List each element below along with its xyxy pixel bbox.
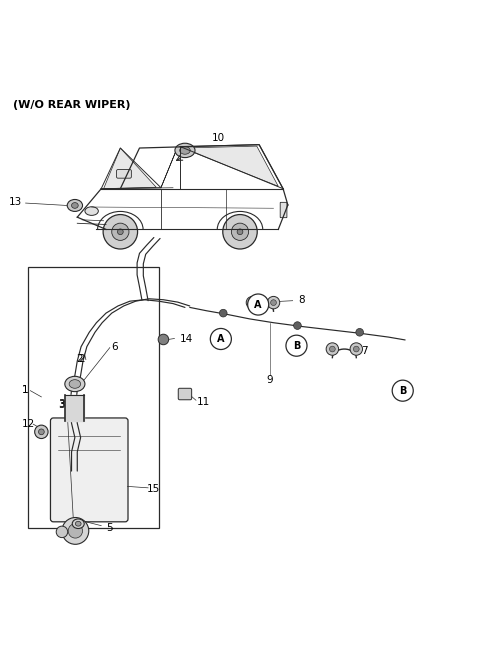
Text: 1: 1 [22, 384, 29, 395]
Circle shape [294, 322, 301, 329]
Text: A: A [254, 299, 262, 310]
Circle shape [353, 346, 359, 352]
Text: B: B [399, 386, 407, 396]
Ellipse shape [69, 380, 81, 388]
Circle shape [38, 429, 44, 435]
FancyBboxPatch shape [280, 202, 287, 217]
Circle shape [35, 425, 48, 439]
Text: 2: 2 [76, 354, 83, 364]
FancyBboxPatch shape [178, 388, 192, 400]
Ellipse shape [180, 147, 190, 154]
Text: 11: 11 [197, 397, 210, 407]
Circle shape [237, 229, 243, 234]
Text: 10: 10 [212, 134, 226, 143]
Text: A: A [217, 334, 225, 344]
Circle shape [250, 300, 255, 305]
Circle shape [68, 524, 83, 538]
Ellipse shape [67, 200, 83, 212]
Circle shape [158, 334, 168, 345]
Circle shape [103, 215, 138, 249]
Ellipse shape [175, 143, 195, 158]
Text: 9: 9 [266, 375, 273, 385]
Bar [28, 267, 158, 527]
Ellipse shape [72, 519, 84, 529]
Text: 1: 1 [22, 384, 29, 395]
Polygon shape [182, 146, 278, 186]
Ellipse shape [75, 521, 81, 526]
Text: 14: 14 [180, 334, 193, 344]
Polygon shape [104, 148, 156, 189]
Ellipse shape [85, 207, 98, 215]
Circle shape [210, 328, 231, 350]
FancyBboxPatch shape [117, 170, 132, 178]
Ellipse shape [65, 377, 85, 392]
Circle shape [326, 343, 338, 355]
Circle shape [246, 297, 259, 309]
Circle shape [329, 346, 335, 352]
Circle shape [267, 297, 280, 309]
Circle shape [112, 223, 129, 240]
Circle shape [350, 343, 362, 355]
Circle shape [56, 526, 68, 538]
Text: 6: 6 [112, 342, 119, 352]
Circle shape [392, 380, 413, 402]
FancyBboxPatch shape [50, 418, 128, 522]
Text: 12: 12 [22, 419, 35, 429]
Circle shape [62, 517, 89, 544]
Text: 5: 5 [107, 523, 113, 533]
Circle shape [231, 223, 249, 240]
Text: 13: 13 [9, 197, 22, 207]
Text: (W/O REAR WIPER): (W/O REAR WIPER) [12, 100, 130, 110]
Text: B: B [293, 341, 300, 350]
Circle shape [248, 294, 269, 315]
Text: 15: 15 [147, 484, 160, 495]
Circle shape [219, 309, 227, 317]
Circle shape [118, 229, 123, 234]
Text: 2: 2 [78, 354, 84, 364]
Text: 3: 3 [59, 400, 65, 410]
Ellipse shape [72, 202, 78, 208]
Text: 3: 3 [59, 399, 65, 409]
Polygon shape [161, 147, 178, 188]
Text: 7: 7 [360, 346, 367, 356]
Circle shape [223, 215, 257, 249]
Circle shape [286, 335, 307, 356]
Circle shape [271, 300, 276, 305]
Circle shape [356, 328, 363, 336]
Text: 8: 8 [299, 295, 305, 305]
